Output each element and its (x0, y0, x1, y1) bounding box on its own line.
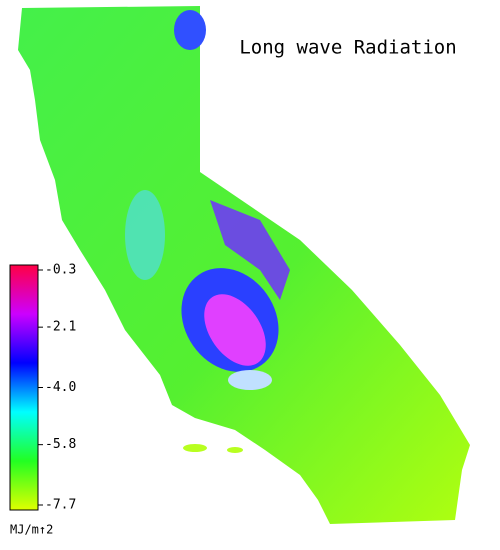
colorbar-tick-label: -2.1 (45, 320, 76, 335)
map-title: Long wave Radiation (239, 37, 456, 59)
colorbar-tick-label: -5.8 (45, 437, 76, 452)
channel-island (183, 444, 207, 452)
central-valley-inner (204, 294, 266, 366)
colorbar-unit: MJ/m↑2 (10, 523, 53, 537)
california-land (18, 6, 470, 524)
sierra-band (210, 200, 290, 300)
channel-island (227, 447, 243, 453)
colorbar-tick-label: -0.3 (45, 263, 76, 278)
valley-haze (125, 190, 165, 280)
colorbar (9, 264, 39, 511)
colorbar-tick-label: -4.0 (45, 380, 76, 395)
colorbar-tick-label: -7.7 (45, 498, 76, 513)
high-elevation-cold (174, 10, 206, 50)
valley-fringe (228, 370, 272, 390)
